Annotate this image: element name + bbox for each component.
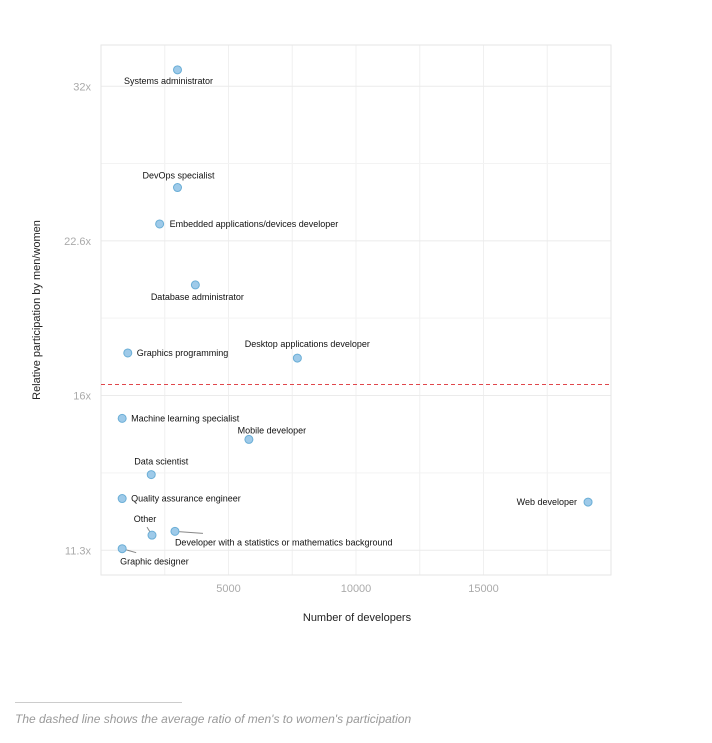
x-tick-label: 10000 xyxy=(341,583,372,595)
y-axis-label: Relative participation by men/women xyxy=(31,220,43,400)
leader-line xyxy=(174,530,203,534)
data-point xyxy=(123,348,133,358)
plot-frame xyxy=(100,44,612,576)
grid xyxy=(101,45,611,575)
point-label: Mobile developer xyxy=(238,425,307,435)
point-label: Graphics programming xyxy=(137,348,229,358)
data-point xyxy=(146,470,156,480)
axis-ticks: 5000 10000 15000 11.3x 16x 22.6x 32x xyxy=(64,81,499,595)
point-label: Quality assurance engineer xyxy=(131,494,241,504)
x-tick-label: 15000 xyxy=(468,583,499,595)
point-label: Developer with a statistics or mathemati… xyxy=(175,537,393,547)
x-tick-label: 5000 xyxy=(216,583,240,595)
data-point xyxy=(292,353,302,363)
footnote-divider xyxy=(15,702,182,703)
point-label: DevOps specialist xyxy=(142,171,215,181)
point-label: Systems administrator xyxy=(124,76,213,86)
point-label: Embedded applications/devices developer xyxy=(170,219,339,229)
point-label: Other xyxy=(134,514,157,524)
data-point xyxy=(244,434,254,444)
y-tick-label: 32x xyxy=(73,81,91,93)
data-point xyxy=(173,183,182,193)
data-point xyxy=(117,544,127,554)
data-point xyxy=(583,497,593,507)
y-tick-label: 16x xyxy=(73,390,91,402)
point-label: Database administrator xyxy=(151,292,244,302)
point-label: Data scientist xyxy=(134,457,189,467)
point-label: Machine learning specialist xyxy=(131,413,240,423)
data-point xyxy=(173,65,182,75)
data-point xyxy=(190,280,200,290)
data-point xyxy=(117,494,127,504)
data-point xyxy=(147,530,157,540)
point-label: Web developer xyxy=(517,497,577,507)
point-label: Desktop applications developer xyxy=(245,339,370,349)
footnote: The dashed line shows the average ratio … xyxy=(15,712,412,726)
data-point xyxy=(170,526,180,536)
y-tick-label: 22.6x xyxy=(64,236,91,248)
scatter-chart: 5000 10000 15000 11.3x 16x 22.6x 32x Systems a… xyxy=(31,44,612,624)
point-label: Graphic designer xyxy=(120,557,189,567)
x-axis-label: Number of developers xyxy=(303,612,412,624)
data-point xyxy=(155,219,165,229)
points: Systems administrator DevOps specialist Em… xyxy=(117,65,593,567)
y-tick-label: 11.3x xyxy=(65,545,92,557)
data-point xyxy=(117,413,127,423)
